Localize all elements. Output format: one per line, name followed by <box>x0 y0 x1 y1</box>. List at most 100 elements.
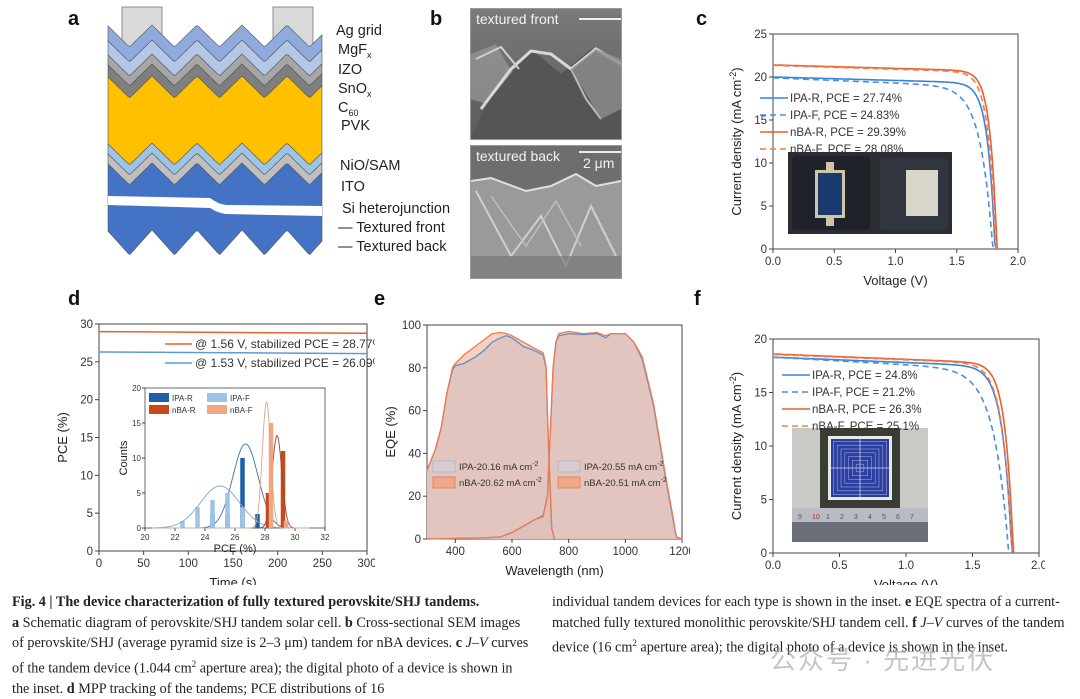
f-xtick-label: 1.0 <box>898 560 914 572</box>
c-legend-label-0: IPA-R, PCE = 27.74% <box>790 93 902 105</box>
chart-d-inset-xtick-label: 26 <box>231 533 240 542</box>
caption-f-text1: curves of the tandem device (16 cm <box>552 614 1065 656</box>
chart-e-ytick-label: 100 <box>402 320 421 332</box>
chart-d-inset-xtick-label: 28 <box>261 533 270 542</box>
layer-label-c60: C60 <box>338 100 359 118</box>
chart-d-inset-xtick-label: 22 <box>171 533 180 542</box>
chart-e-legend-swatch-left-0 <box>432 460 456 473</box>
caption-b-text: Cross-sectional SEM images of perovskite… <box>12 614 521 652</box>
chart-f-photo-ruler-mark: 5 <box>882 514 886 521</box>
c-ytick-label: 20 <box>754 72 767 84</box>
chart-f-photo-ruler-mark: 1 <box>826 514 830 521</box>
chart-d-xtick-label: 0 <box>96 558 102 570</box>
chart-d-ytick-label: 15 <box>80 433 93 445</box>
c-series-line-1 <box>773 77 995 250</box>
figure-caption-right: individual tandem devices for each type … <box>552 592 1072 658</box>
chart-d-inset-xtick-label: 32 <box>321 533 330 542</box>
sem-back-label: textured back <box>476 148 561 164</box>
chart-c-photo-tab-bottom <box>826 216 834 226</box>
chart-d-inset-ytick-label: 10 <box>132 454 141 463</box>
chart-f-photo-ruler-mark: 10 <box>812 514 820 521</box>
chart-e-ytick-label: 0 <box>415 534 421 546</box>
chart-d-inset-legend-label-nBA-F: nBA-F <box>230 406 253 415</box>
chart-e-series-line-3 <box>426 330 683 540</box>
c-ytick-label: 5 <box>761 201 767 213</box>
chart-e-ytick-label: 80 <box>408 363 421 375</box>
chart-e-xtick-label: 400 <box>446 546 465 558</box>
caption-e-label: e <box>905 594 912 610</box>
f-xtick-label: 0.5 <box>832 560 848 572</box>
chart-d-xtick-label: 250 <box>313 558 332 570</box>
caption-d-text: MPP tracking of the tandems; PCE distrib… <box>74 680 385 697</box>
caption-a-text: Schematic diagram of perovskite/SHJ tand… <box>19 614 345 631</box>
caption-f-label: f <box>912 614 917 631</box>
c-ytick-label: 0 <box>761 244 767 256</box>
chart-e-legend-swatch-left-1 <box>432 476 456 489</box>
chart-d-xtick-label: 300 <box>357 558 375 570</box>
f-ytick-label: 20 <box>754 334 767 346</box>
chart-d-inset-xtick-label: 30 <box>291 533 300 542</box>
chart-d-ylabel: PCE (%) <box>55 412 70 463</box>
chart-d-inset-legend-label-nBA-R: nBA-R <box>172 406 196 415</box>
f-xtick-label: 0.0 <box>765 560 781 572</box>
chart-e-legend-swatch-right-0 <box>557 460 581 473</box>
chart-e-xlabel: Wavelength (nm) <box>505 563 604 578</box>
chart-c-jv: 0.0 0.5 1.0 1.5 2.0 0 5 10 15 20 25 Voltage (V) Curr… <box>728 29 1026 288</box>
caption-c-label: c <box>455 635 463 651</box>
chart-d-ytick-label: 5 <box>87 508 93 520</box>
caption-f-jv: J–V <box>920 614 943 631</box>
chart-f-photo-ruler-mark: 7 <box>910 514 914 521</box>
f-xtick-label: 1.5 <box>965 560 981 572</box>
panel-label-d: d <box>68 288 81 310</box>
f-legend-label-0: IPA-R, PCE = 24.8% <box>812 370 918 382</box>
c-xlabel: Voltage (V) <box>863 273 927 288</box>
chart-e-xtick-label: 600 <box>502 546 521 558</box>
f-legend-label-3: nBA-F, PCE = 25.1% <box>812 421 919 433</box>
layer-label-ag: Ag grid <box>336 23 382 39</box>
c-legend-label-1: IPA-F, PCE = 24.83% <box>790 110 899 122</box>
chart-d-series-line-0 <box>98 330 368 335</box>
c-xtick-label: 1.0 <box>888 256 904 268</box>
caption-e-text: EQE spectra of a current-matched fully t… <box>552 594 1060 631</box>
chart-c-photo-back-electrode <box>906 170 938 216</box>
layer-label-c60-sub: 60 <box>348 107 359 118</box>
chart-d-xtick-label: 100 <box>179 558 198 570</box>
chart-e-area-0 <box>427 335 555 539</box>
c-xtick-label: 0.5 <box>826 256 842 268</box>
chart-d-inset-bar-IPA-F <box>180 521 185 528</box>
caption-f-text2: aperture area); the digital photo of a d… <box>636 639 1008 656</box>
chart-f-photo-ruler-mark: 3 <box>854 514 858 521</box>
c-ylabel: Current density (mA cm-2) <box>728 67 744 215</box>
chart-e-legend-label-left-0: IPA-20.16 mA cm-2 <box>459 461 539 473</box>
chart-d-inset-bar-IPA-F <box>240 507 245 528</box>
chart-d-inset-ylabel: Counts <box>118 440 130 475</box>
schematic-diagram <box>107 6 323 255</box>
c-ytick-label: 10 <box>754 158 767 170</box>
chart-d-inset-ytick-label: 0 <box>137 524 142 533</box>
chart-f-photo-ruler-face <box>792 508 928 522</box>
layer-label-sno-sub: x <box>367 88 372 99</box>
chart-d-ytick-label: 0 <box>87 546 93 558</box>
layer-label-nio: NiO/SAM <box>340 158 401 174</box>
caption-d-label: d <box>66 680 75 697</box>
chart-e-ytick-label: 20 <box>408 491 421 503</box>
layer-label-izo: IZO <box>338 62 363 78</box>
chart-d-inset-legend-label-IPA-R: IPA-R <box>172 394 193 403</box>
chart-e-legend-label-right-1: nBA-20.51 mA cm-2 <box>584 477 667 489</box>
layer-label-si: Si heterojunction <box>342 201 451 217</box>
chart-d-inset-legend-swatch-nBA-R <box>149 405 169 414</box>
f-xlabel: Voltage (V) <box>874 577 938 585</box>
f-legend-label-2: nBA-R, PCE = 26.3% <box>812 404 922 416</box>
chart-d-inset-legend-swatch-IPA-F <box>207 393 227 402</box>
chart-e-series-line-1 <box>426 331 556 540</box>
f-series-line-1 <box>772 356 1011 554</box>
caption-c-jv: J–V <box>465 635 488 651</box>
chart-f-photo-ruler-mark: 9 <box>798 514 802 521</box>
figure-caption-left: Fig. 4 | The device characterization of … <box>12 592 532 699</box>
f-ytick-label: 15 <box>754 388 767 400</box>
chart-d-inset-bar-IPA-F <box>210 500 215 528</box>
sem-scale-bar-label: 2 μm <box>583 155 615 171</box>
